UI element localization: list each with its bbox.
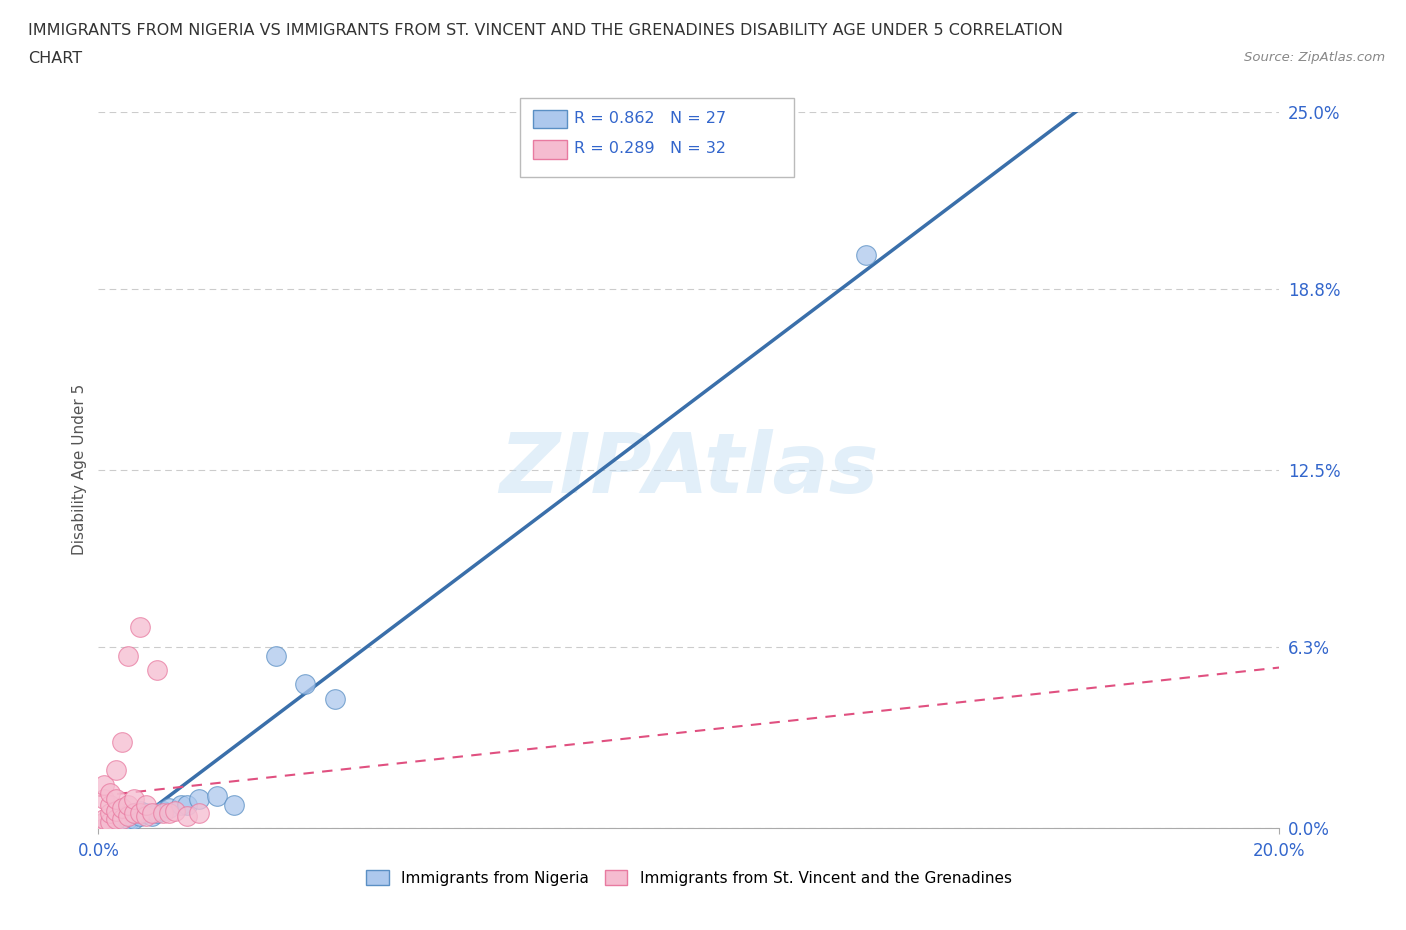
Point <box>98 797 121 812</box>
Point <box>205 789 228 804</box>
Point <box>93 820 115 835</box>
Point <box>98 786 121 801</box>
Point <box>111 812 134 827</box>
Point <box>117 648 139 663</box>
Point <box>187 806 209 821</box>
Y-axis label: Disability Age Under 5: Disability Age Under 5 <box>72 384 87 555</box>
Point <box>135 809 157 824</box>
Text: R = 0.289   N = 32: R = 0.289 N = 32 <box>574 141 725 156</box>
Point <box>152 804 174 818</box>
Point <box>105 763 128 777</box>
Point <box>141 809 163 824</box>
Point <box>187 791 209 806</box>
Point <box>135 806 157 821</box>
Text: ZIPAtlas: ZIPAtlas <box>499 429 879 511</box>
Legend: Immigrants from Nigeria, Immigrants from St. Vincent and the Grenadines: Immigrants from Nigeria, Immigrants from… <box>360 863 1018 892</box>
Point <box>128 619 150 634</box>
Point <box>855 247 877 262</box>
Point <box>93 812 115 827</box>
Point <box>152 806 174 821</box>
Point <box>117 809 139 824</box>
Point <box>105 804 128 818</box>
Point <box>111 735 134 750</box>
Point <box>294 677 316 692</box>
Point <box>93 791 115 806</box>
Point <box>111 800 134 815</box>
Point <box>176 809 198 824</box>
Point <box>122 806 145 821</box>
Text: Source: ZipAtlas.com: Source: ZipAtlas.com <box>1244 51 1385 64</box>
Point <box>122 791 145 806</box>
Point <box>141 806 163 821</box>
Point <box>224 797 246 812</box>
Point <box>176 797 198 812</box>
Point <box>264 648 287 663</box>
Point <box>111 815 134 830</box>
Point <box>117 812 139 827</box>
Point <box>105 817 128 832</box>
Text: R = 0.862   N = 27: R = 0.862 N = 27 <box>574 111 725 126</box>
Point <box>165 804 187 818</box>
Point <box>98 815 121 830</box>
Point <box>122 806 145 821</box>
Point <box>128 806 150 821</box>
Point <box>170 797 193 812</box>
Point <box>105 812 128 827</box>
Point <box>98 806 121 821</box>
Point <box>146 663 169 678</box>
Point <box>135 797 157 812</box>
Point <box>128 804 150 818</box>
Point <box>93 820 115 835</box>
Point <box>93 815 115 830</box>
Point <box>157 800 180 815</box>
Text: CHART: CHART <box>28 51 82 66</box>
Point <box>111 809 134 824</box>
Point <box>146 806 169 821</box>
Text: IMMIGRANTS FROM NIGERIA VS IMMIGRANTS FROM ST. VINCENT AND THE GRENADINES DISABI: IMMIGRANTS FROM NIGERIA VS IMMIGRANTS FR… <box>28 23 1063 38</box>
Point <box>323 691 346 706</box>
Point <box>98 815 121 830</box>
Point <box>117 815 139 830</box>
Point <box>128 809 150 824</box>
Point <box>105 812 128 827</box>
Point <box>93 777 115 792</box>
Point <box>122 812 145 827</box>
Point <box>98 817 121 832</box>
Point <box>117 797 139 812</box>
Point <box>105 791 128 806</box>
Point <box>157 806 180 821</box>
